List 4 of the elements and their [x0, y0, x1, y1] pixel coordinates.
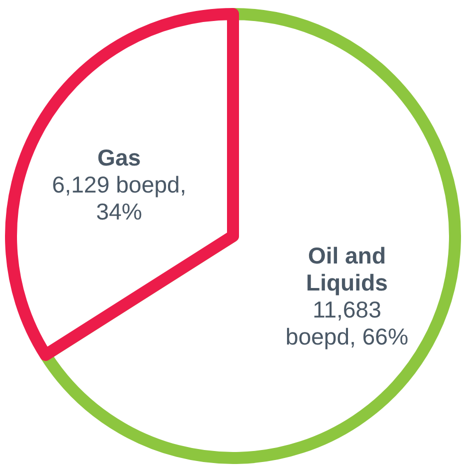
- data-label: 6,129 boepd, 34%: [52, 171, 186, 224]
- slice-label: Gas: [97, 144, 141, 170]
- slice-label: Oil and Liquids: [306, 242, 388, 296]
- data-label: 11,683 boepd, 66%: [286, 296, 408, 350]
